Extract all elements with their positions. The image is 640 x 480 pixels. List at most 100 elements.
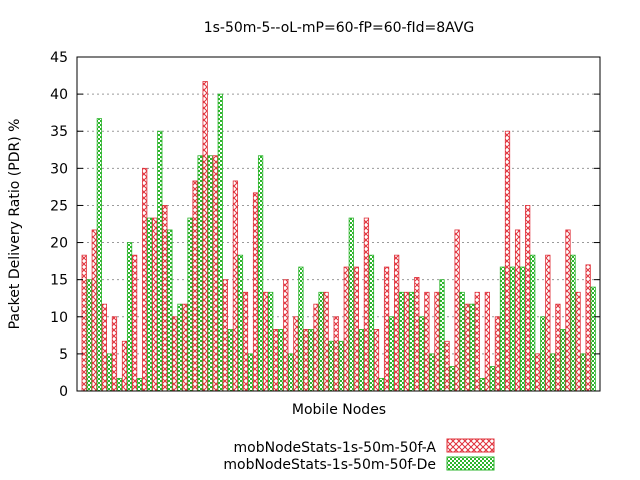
bar-series-de: [368, 254, 375, 392]
bar-series-a: [121, 340, 128, 392]
bar-series-a: [414, 277, 420, 392]
bar-series-de: [207, 155, 213, 392]
bar-series-de: [550, 353, 556, 392]
bar-series-de: [137, 377, 143, 392]
bars-group: [81, 81, 596, 392]
bar-series-a: [323, 291, 329, 392]
bar-series-a: [222, 279, 228, 392]
bar-series-a: [404, 291, 410, 392]
y-tick-label: 25: [50, 198, 68, 214]
bar-series-de: [469, 303, 475, 392]
bar-series-de: [298, 266, 304, 392]
bar-series-de: [580, 353, 586, 392]
bar-series-de: [126, 242, 133, 392]
bar-series-a: [192, 180, 198, 392]
bar-series-a: [313, 303, 319, 392]
bar-series-a: [565, 229, 571, 392]
y-tick-label: 45: [50, 50, 68, 66]
bar-series-de: [257, 155, 264, 392]
bar-series-a: [232, 180, 239, 392]
bar-series-de: [439, 279, 445, 392]
bar-series-de: [399, 291, 405, 392]
bar-series-a: [504, 130, 511, 392]
bar-series-a: [202, 81, 208, 392]
bar-series-a: [273, 328, 279, 392]
bar-series-a: [555, 303, 561, 392]
bar-series-de: [96, 118, 102, 392]
bar-series-a: [464, 303, 470, 392]
bar-series-de: [540, 316, 546, 392]
bar-series-de: [489, 366, 496, 392]
bar-series-de: [378, 377, 385, 392]
bar-series-de: [288, 353, 294, 392]
bar-series-a: [353, 266, 359, 392]
y-tick-label: 10: [50, 310, 68, 326]
bar-series-de: [530, 254, 536, 392]
bar-series-de: [116, 377, 123, 392]
bar-series-de: [177, 303, 183, 392]
bar-series-a: [514, 229, 521, 392]
chart-title: 1s-50m-5--oL-mP=60-fP=60-fId=8AVG: [204, 20, 475, 36]
bar-series-de: [338, 340, 344, 392]
bar-series-de: [247, 353, 254, 392]
bar-series-de: [268, 291, 274, 392]
bar-series-a: [333, 316, 339, 392]
bar-series-a: [172, 316, 178, 392]
y-tick-label: 0: [59, 384, 68, 400]
bar-series-a: [484, 291, 490, 392]
bar-series-a: [525, 205, 531, 392]
y-tick-label: 5: [59, 347, 68, 363]
bar-series-a: [454, 229, 460, 392]
bar-series-a: [293, 316, 299, 392]
bar-series-de: [348, 217, 354, 392]
bar-series-de: [157, 130, 163, 392]
y-tick-label: 20: [50, 236, 68, 252]
plot-frame: [76, 56, 601, 392]
bar-series-de: [429, 353, 435, 392]
bar-series-a: [434, 291, 440, 392]
bar-series-a: [585, 264, 591, 392]
bar-series-de: [358, 328, 365, 392]
y-axis-label: Packet Delivery Ratio (PDR) %: [7, 119, 23, 330]
bar-series-de: [167, 229, 173, 392]
bar-series-a: [162, 205, 168, 392]
legend-swatch-de: [446, 456, 495, 471]
bar-series-de: [419, 316, 425, 392]
legend-swatch-a: [446, 438, 495, 453]
bar-series-a: [252, 192, 259, 392]
bar-series-de: [449, 366, 455, 392]
bar-series-de: [187, 217, 193, 392]
y-tick-label: 15: [50, 273, 68, 289]
bar-series-de: [388, 316, 395, 392]
bar-series-a: [152, 217, 158, 392]
bar-series-de: [237, 254, 244, 392]
bar-series-a: [363, 217, 370, 392]
bar-series-de: [86, 279, 92, 392]
x-axis-label: Mobile Nodes: [292, 402, 386, 418]
bar-series-a: [383, 266, 390, 392]
bar-series-a: [424, 291, 430, 392]
bar-series-a: [535, 353, 541, 392]
legend: mobNodeStats-1s-50m-50f-A mobNodeStats-1…: [223, 438, 495, 473]
bar-series-a: [263, 291, 269, 392]
bar-series-de: [409, 291, 415, 392]
bar-series-de: [590, 286, 596, 392]
y-tick-label: 30: [50, 161, 68, 177]
bar-series-a: [494, 316, 501, 392]
bar-series-a: [212, 155, 218, 392]
bar-series-de: [197, 155, 203, 392]
legend-label-a: mobNodeStats-1s-50m-50f-A: [234, 440, 437, 456]
bar-series-a: [182, 303, 188, 392]
bar-series-a: [373, 328, 380, 392]
bar-series-de: [520, 266, 526, 392]
y-tick-label: 40: [50, 87, 68, 103]
bar-series-a: [242, 291, 249, 392]
bar-series-a: [474, 291, 480, 392]
bar-series-a: [101, 303, 108, 392]
bar-series-de: [459, 291, 465, 392]
bar-series-a: [575, 291, 581, 392]
bar-series-a: [131, 254, 138, 392]
bar-series-de: [509, 266, 516, 392]
y-axis-ticks: 0 5 10 15 20 25 30 35 40 45: [50, 50, 600, 400]
